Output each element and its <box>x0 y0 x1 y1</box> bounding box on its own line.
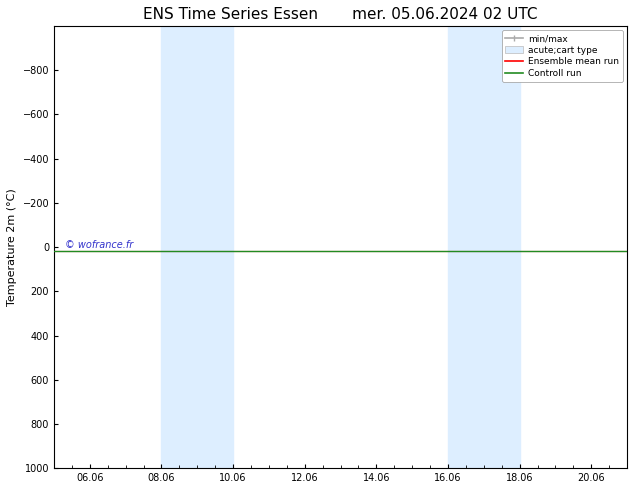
Y-axis label: Temperature 2m (°C): Temperature 2m (°C) <box>7 188 17 306</box>
Title: ENS Time Series Essen       mer. 05.06.2024 02 UTC: ENS Time Series Essen mer. 05.06.2024 02… <box>143 7 538 22</box>
Bar <box>448 26 520 468</box>
Bar <box>162 26 233 468</box>
Text: © wofrance.fr: © wofrance.fr <box>65 241 134 250</box>
Legend: min/max, acute;cart type, Ensemble mean run, Controll run: min/max, acute;cart type, Ensemble mean … <box>501 30 623 82</box>
